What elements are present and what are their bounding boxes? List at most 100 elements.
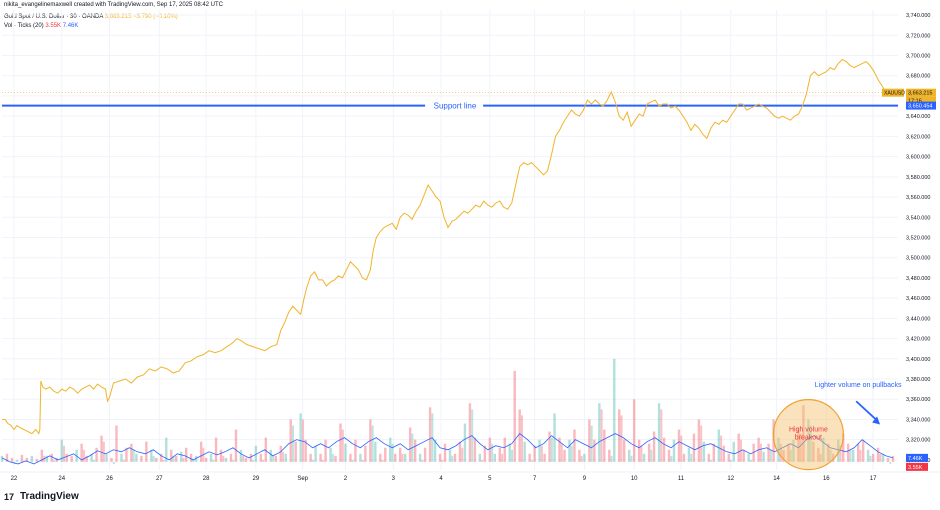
x-tick-label: Sep xyxy=(297,476,308,482)
volume-bar xyxy=(371,425,374,462)
volume-bar xyxy=(100,435,103,462)
volume-bar xyxy=(837,439,840,462)
volume-bar xyxy=(55,457,58,462)
x-tick-label: 17 xyxy=(870,476,877,482)
volume-bar xyxy=(742,449,745,462)
volume-bar xyxy=(404,453,407,462)
volume-bar xyxy=(324,439,327,462)
volume-bar xyxy=(623,439,626,462)
volume-bar xyxy=(789,449,792,462)
created-by: nikita_evangelinemaxwell created with Tr… xyxy=(4,2,224,8)
volume-bar xyxy=(779,443,782,462)
support-label: Support line xyxy=(434,102,477,111)
volume-bar xyxy=(670,455,673,462)
volume-bar xyxy=(573,429,576,462)
volume-bar xyxy=(274,455,277,462)
volume-bar xyxy=(63,445,66,462)
volume-bar xyxy=(687,447,691,462)
volume-bar xyxy=(461,447,464,462)
volume-bar xyxy=(747,453,750,462)
volume-bar xyxy=(354,439,357,462)
volume-bar xyxy=(132,449,135,462)
x-tick-label: 9 xyxy=(583,476,587,482)
volume-bar xyxy=(0,455,4,462)
volume-bar xyxy=(112,461,115,464)
volume-bar xyxy=(866,449,870,462)
volume-bar xyxy=(423,447,427,462)
volume-bar xyxy=(732,441,735,462)
volume-bar xyxy=(702,441,706,462)
volume-bar xyxy=(550,437,553,462)
volume-bar xyxy=(165,437,168,462)
volume-bar xyxy=(802,405,805,462)
y-tick-label: 3,700.000 xyxy=(906,53,930,59)
symbol-name: Gold Spot / U.S. Dollar · 30 · OANDA xyxy=(4,14,104,20)
x-tick-label: 22 xyxy=(11,476,18,482)
volume-bar xyxy=(292,425,295,462)
volume-bar xyxy=(847,443,850,462)
volume-bar xyxy=(30,455,34,462)
volume-bar xyxy=(478,453,482,462)
volume-bar xyxy=(608,449,611,462)
last-price-tag-bg xyxy=(906,88,936,97)
volume-bar xyxy=(381,459,384,462)
volume-bar xyxy=(344,443,347,462)
volume-bar xyxy=(680,435,683,462)
volume-bar xyxy=(10,457,14,462)
volume-bar xyxy=(399,447,402,462)
volume-tag-a: 7.46K xyxy=(908,456,923,462)
volume-bar xyxy=(262,459,265,462)
volume-bar xyxy=(311,459,314,462)
volume-bar xyxy=(528,453,531,462)
volume-bar xyxy=(212,459,215,462)
volume-bar xyxy=(184,447,188,462)
volume-bar xyxy=(642,453,646,462)
volume-bar xyxy=(759,443,762,462)
volume-bar xyxy=(710,459,713,462)
volume-bar xyxy=(15,459,19,462)
y-tick-label: 3,740.000 xyxy=(906,13,930,19)
volume-bar xyxy=(451,455,454,462)
volume-bar xyxy=(389,437,392,462)
volume-bar xyxy=(737,433,740,462)
volume-bar xyxy=(413,439,417,462)
x-tick-label: 4 xyxy=(439,476,443,482)
volume-bar xyxy=(690,453,693,462)
x-tick-label: 26 xyxy=(106,476,113,482)
volume-bar xyxy=(428,407,432,462)
volume-bar xyxy=(172,455,175,462)
volume-bar xyxy=(628,449,631,462)
volume-bar xyxy=(829,449,832,462)
volume-bar xyxy=(508,443,511,462)
volume-bar xyxy=(45,455,48,462)
volume-bar xyxy=(421,459,424,462)
volume-bar xyxy=(319,453,322,462)
volume-bar xyxy=(797,427,800,462)
volume-bar xyxy=(259,453,263,462)
volume-legend[interactable]: Vol · Ticks (20) 3.55K 7.46K xyxy=(4,23,78,29)
volume-bar xyxy=(152,455,155,462)
y-tick-label: 3,320.000 xyxy=(906,438,930,444)
volume-bar xyxy=(498,447,501,462)
volume-bar xyxy=(244,457,248,462)
volume-bar xyxy=(294,441,297,462)
volume-bar xyxy=(672,439,676,462)
annotation-arrow-head xyxy=(872,416,881,425)
volume-bar xyxy=(433,439,437,462)
volume-bar xyxy=(807,419,810,462)
volume-bar xyxy=(889,461,892,464)
x-tick-label: 24 xyxy=(58,476,65,482)
volume-tag-b: 3.55K xyxy=(908,465,923,471)
volume-bar xyxy=(239,449,243,462)
volume-bar xyxy=(879,453,882,462)
symbol-legend[interactable]: Gold Spot / U.S. Dollar · 30 · OANDA 3,6… xyxy=(4,14,178,20)
x-tick-label: 12 xyxy=(727,476,734,482)
volume-bar xyxy=(543,453,546,462)
volume-bar xyxy=(204,457,208,462)
volume-bar xyxy=(647,443,651,462)
volume-bar xyxy=(852,449,855,462)
volume-bar xyxy=(660,409,663,462)
volume-bar xyxy=(135,453,138,462)
volume-bar xyxy=(787,443,790,462)
